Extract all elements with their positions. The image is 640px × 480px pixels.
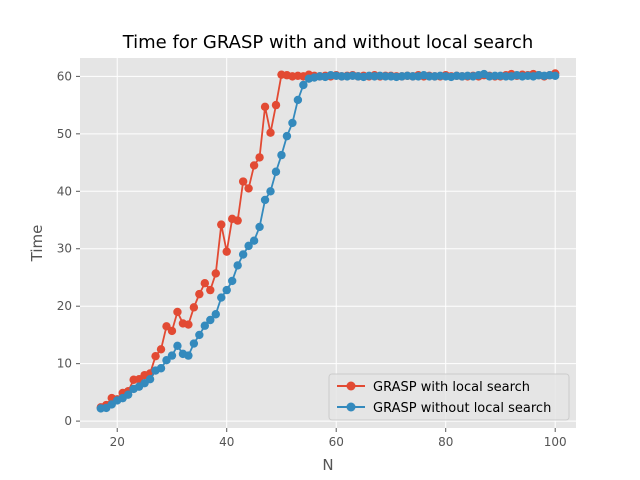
data-point-with-local-search xyxy=(233,216,242,225)
data-point-without-local-search xyxy=(184,351,193,360)
data-point-with-local-search xyxy=(217,220,226,229)
data-point-without-local-search xyxy=(550,71,560,81)
y-tick-label: 40 xyxy=(57,184,72,198)
data-point-without-local-search xyxy=(195,330,204,340)
data-point-without-local-search xyxy=(217,293,226,302)
data-point-without-local-search xyxy=(206,315,215,325)
data-point-with-local-search xyxy=(206,285,215,295)
y-tick-label: 50 xyxy=(57,127,72,141)
data-point-without-local-search xyxy=(167,351,177,360)
series-lines xyxy=(96,69,560,413)
data-point-without-local-search xyxy=(233,261,242,270)
y-tick-label: 0 xyxy=(64,414,72,428)
data-point-with-local-search xyxy=(266,128,275,137)
data-point-with-local-search xyxy=(151,351,160,361)
y-axis-ticks: 0 10 20 30 40 50 60 xyxy=(57,69,80,428)
legend-marker-with-local-search xyxy=(346,381,356,391)
data-point-without-local-search xyxy=(277,150,286,160)
data-point-with-local-search xyxy=(260,102,270,112)
data-point-without-local-search xyxy=(244,241,253,251)
legend-box xyxy=(328,373,570,421)
data-point-without-local-search xyxy=(173,341,182,351)
data-point-without-local-search xyxy=(299,80,308,90)
data-point-with-local-search xyxy=(249,161,259,170)
data-point-without-local-search xyxy=(211,310,220,319)
series-without-local-search xyxy=(96,69,560,413)
y-tick-label: 20 xyxy=(57,299,72,313)
data-point-with-local-search xyxy=(255,153,264,162)
data-point-without-local-search xyxy=(271,167,281,176)
data-point-without-local-search xyxy=(255,222,264,232)
legend-label-without-local-search: GRASP without local search xyxy=(373,401,551,416)
data-point-without-local-search xyxy=(249,236,259,245)
legend-marker-without-local-search xyxy=(346,402,356,412)
data-point-without-local-search xyxy=(260,195,270,205)
y-axis-label: Time xyxy=(28,225,46,263)
data-point-with-local-search xyxy=(156,345,166,354)
data-point-without-local-search xyxy=(222,285,231,295)
data-point-without-local-search xyxy=(293,95,303,105)
y-tick-label: 10 xyxy=(57,357,72,371)
chart-title: Time for GRASP with and without local se… xyxy=(122,32,534,53)
data-point-with-local-search xyxy=(200,279,210,288)
data-point-with-local-search xyxy=(238,177,248,186)
data-point-without-local-search xyxy=(282,131,292,141)
data-point-without-local-search xyxy=(145,374,155,384)
legend: GRASP with local search GRASP without lo… xyxy=(328,373,570,421)
x-tick-label: 80 xyxy=(438,435,453,449)
data-point-with-local-search xyxy=(184,320,193,329)
data-point-with-local-search xyxy=(244,184,253,193)
data-point-without-local-search xyxy=(123,390,133,399)
data-point-with-local-search xyxy=(195,289,204,299)
data-point-with-local-search xyxy=(271,100,281,110)
data-point-without-local-search xyxy=(189,339,199,348)
data-point-without-local-search xyxy=(227,276,237,286)
data-point-with-local-search xyxy=(222,247,231,256)
data-point-without-local-search xyxy=(288,118,297,128)
legend-label-with-local-search: GRASP with local search xyxy=(373,380,530,395)
x-axis-label: N xyxy=(322,456,333,474)
grid-lines xyxy=(80,58,576,428)
data-point-without-local-search xyxy=(200,321,210,330)
data-point-with-local-search xyxy=(173,307,182,317)
y-tick-label: 60 xyxy=(57,69,72,83)
data-point-without-local-search xyxy=(266,187,275,196)
data-point-with-local-search xyxy=(189,303,199,312)
x-axis-ticks: 20 40 60 80 100 xyxy=(110,428,567,449)
data-point-without-local-search xyxy=(238,250,248,259)
x-tick-label: 40 xyxy=(219,435,234,449)
y-tick-label: 30 xyxy=(57,242,72,256)
x-tick-label: 20 xyxy=(110,435,125,449)
x-tick-label: 100 xyxy=(544,435,567,449)
data-point-with-local-search xyxy=(211,269,220,278)
data-point-without-local-search xyxy=(156,364,166,373)
data-point-with-local-search xyxy=(167,326,177,336)
x-tick-label: 60 xyxy=(329,435,344,449)
